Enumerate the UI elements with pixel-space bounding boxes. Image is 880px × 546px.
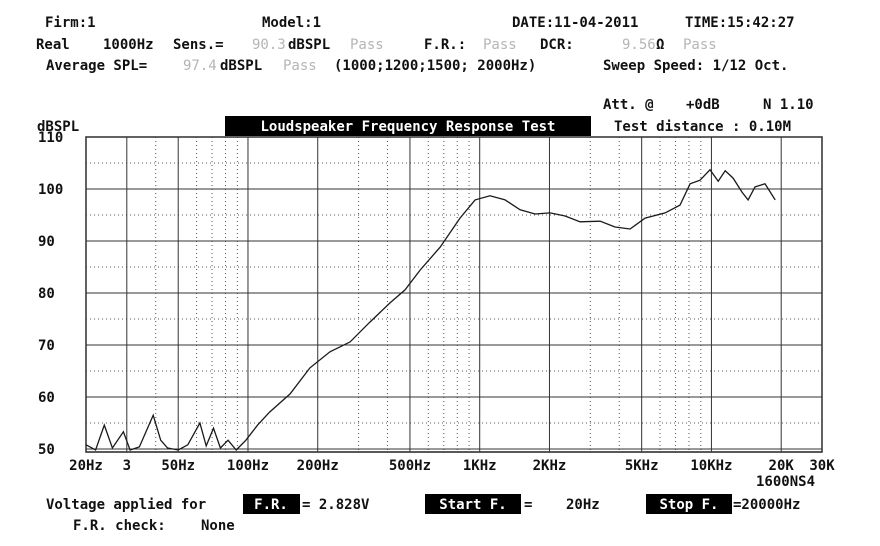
fr-result: Pass [483,37,517,53]
check-label: F.R. check: [73,518,166,534]
y-tick-label: 90 [38,234,55,250]
response-curve [85,168,776,451]
x-tick-label: 2KHz [533,458,567,474]
mode: Real [36,37,70,53]
sens-value: 90.3 [252,37,286,53]
y-tick-label: 60 [38,390,55,406]
avg-freqs: (1000;1200;1500; 2000Hz) [334,58,536,74]
dcr-value: 9.56 [622,37,656,53]
dcr-unit: Ω [656,37,664,53]
check-value: None [201,518,235,534]
footer: 1600NS4 Voltage applied for F.R. = 2.828… [46,474,815,534]
voltage-key: F.R. [254,497,288,513]
x-tick-label: 50Hz [161,458,195,474]
start-value: 20Hz [566,497,600,513]
distance: Test distance : 0.10M [614,119,791,135]
dcr-label: DCR: [540,37,574,53]
x-tick-label: 20K [769,458,795,474]
model: Model:1 [262,15,321,31]
key-box [425,494,521,514]
firm: Firm:1 [45,15,96,31]
y-tick-label: 50 [38,442,55,458]
stop-key: Stop F. [659,497,718,513]
start-key: Start F. [439,497,506,513]
date: DATE:11-04-2011 [512,15,638,31]
version: N 1.10 [763,97,814,113]
x-tick-label: 5KHz [625,458,659,474]
fr-label: F.R.: [424,37,466,53]
x-tick-label: 1KHz [463,458,497,474]
avg-result: Pass [283,58,317,74]
voltage-value: = 2.828V [302,497,370,513]
y-tick-label: 110 [38,130,63,146]
sens-label: Sens.= [173,37,224,53]
voltage-label: Voltage applied for [46,497,206,513]
chart-title: Loudspeaker Frequency Response Test [260,119,555,135]
key-box [646,494,732,514]
y-axis-label: dBSPL [37,119,79,135]
sens-unit: dBSPL [288,37,330,53]
y-tick-label: 100 [38,182,63,198]
model-code: 1600NS4 [756,474,815,490]
start-eq: = [524,497,532,513]
header: Firm:1 Model:1 DATE:11-04-2011 TIME:15:4… [36,15,814,135]
sens-result: Pass [350,37,384,53]
plot: 20Hz 3 50Hz 100Hz 200Hz 500Hz 1KHz 2KHz 5KHz 10KH… [38,130,835,474]
att-label: Att. @ [603,97,654,113]
x-tick-label: 10KHz [690,458,732,474]
att-value: +0dB [686,97,720,113]
sweep: Sweep Speed: 1/12 Oct. [603,58,788,74]
x-tick-label: 30K [809,458,835,474]
avg-label: Average SPL= [46,58,147,74]
y-tick-label: 70 [38,338,55,354]
x-tick-label: 100Hz [227,458,269,474]
y-tick-label: 80 [38,286,55,302]
dcr-result: Pass [683,37,717,53]
stop-value: =20000Hz [733,497,800,513]
x-tick-label: 3 [123,458,131,474]
sens-freq: 1000Hz [103,37,154,53]
x-tick-label: 500Hz [389,458,431,474]
x-tick-label: 20Hz [69,458,103,474]
avg-unit: dBSPL [220,58,262,74]
title-box [225,116,591,136]
key-box [243,494,300,514]
x-tick-label: 200Hz [297,458,339,474]
avg-value: 97.4 [183,58,217,74]
time: TIME:15:42:27 [685,15,795,31]
